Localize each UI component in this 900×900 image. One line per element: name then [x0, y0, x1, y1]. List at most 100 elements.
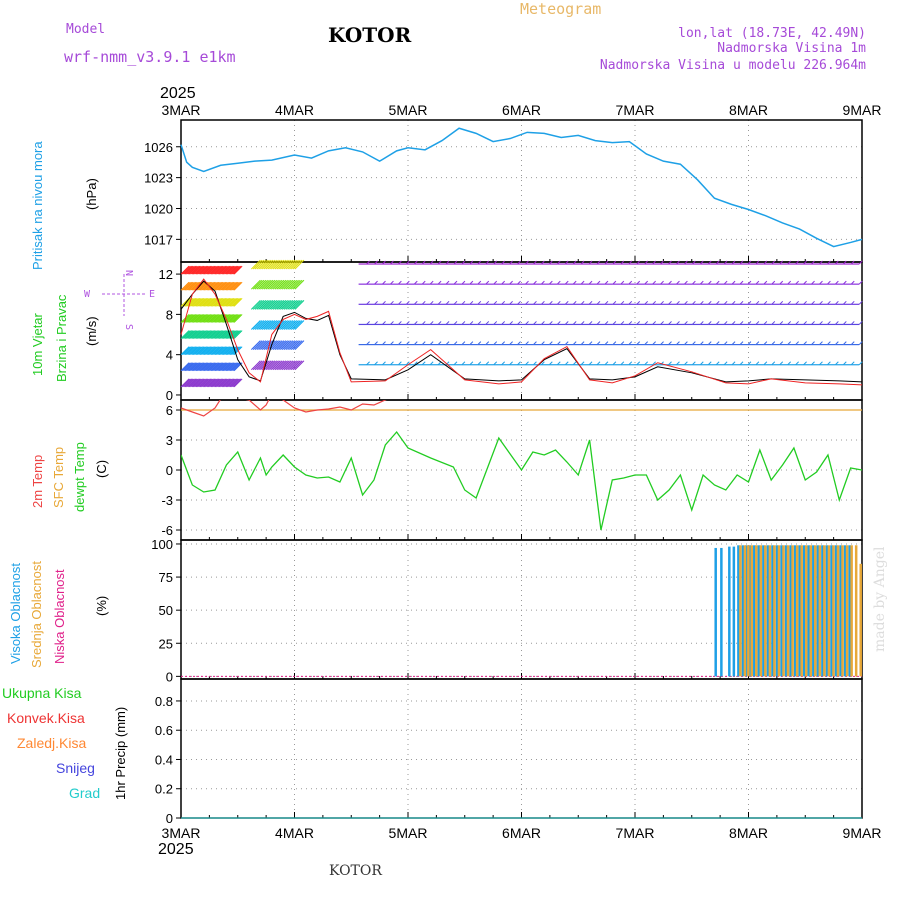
- wind-axis-label: 10m Vjetar: [30, 312, 45, 376]
- wind-barb: [209, 314, 218, 323]
- wind-barb: [289, 259, 299, 270]
- wind-barb: [274, 340, 285, 350]
- day-labels-top: 3MAR 4MAR 5MAR 6MAR 7MAR 8MAR 9MAR: [162, 102, 882, 118]
- wind-barb: [201, 362, 210, 372]
- mid-cloud-bar: [800, 545, 803, 677]
- wind-barb: [183, 330, 193, 339]
- wind-barb: [267, 360, 278, 371]
- mid-cloud-bar: [777, 545, 781, 677]
- wind-barb: [222, 378, 232, 388]
- wind-barb: [233, 281, 243, 291]
- wind-barb: [196, 297, 206, 307]
- wind-barb: [231, 314, 240, 323]
- pressure-line: [180, 127, 863, 248]
- wind-barb: [258, 320, 268, 330]
- y-tick-label: 0: [166, 669, 173, 684]
- mid-cloud-bar: [841, 545, 844, 677]
- precip-legend-item: Konvek.Kisa: [7, 710, 85, 726]
- wind-barb: [195, 362, 205, 372]
- wind-barb: [188, 362, 198, 372]
- wind-barb: [222, 330, 232, 339]
- day-label-top: 8MAR: [729, 102, 768, 118]
- wind-barb: [182, 346, 191, 356]
- wind-barb: [278, 259, 288, 270]
- wind-barb: [272, 259, 283, 270]
- high-cloud-bar: [775, 545, 779, 677]
- wind-barb: [254, 340, 265, 350]
- wind-barb: [180, 330, 190, 339]
- day-label-bottom: 8MAR: [729, 825, 768, 841]
- wind-barb: [203, 346, 213, 356]
- wind-barb: [283, 360, 294, 371]
- wind-barb: [205, 314, 214, 323]
- wind-barb: [203, 362, 213, 372]
- precip-legend-item: Grad: [69, 785, 100, 801]
- mid-cloud-bar: [750, 545, 753, 677]
- wind-barb: [290, 320, 301, 330]
- high-cloud-bar: [766, 545, 770, 677]
- wind-barb: [285, 279, 296, 290]
- wind-barb: [217, 362, 227, 372]
- wind-barb: [202, 362, 212, 372]
- mid-cloud-bar: [782, 545, 785, 677]
- wind-barb: [254, 320, 265, 330]
- day-label-top: 3MAR: [162, 102, 201, 118]
- wind-barb: [292, 299, 303, 310]
- wind-barb: [287, 279, 298, 290]
- wind-barb: [188, 281, 198, 291]
- mid-cloud-bar: [773, 545, 776, 677]
- wind-barb: [289, 360, 299, 371]
- wind-barb: [183, 378, 193, 388]
- wind-barb: [278, 360, 288, 371]
- wind-barb: [294, 299, 305, 310]
- wind-barb: [270, 340, 281, 350]
- wind-barb: [216, 362, 225, 372]
- year-top: 2025: [160, 85, 196, 102]
- wind-barb: [199, 265, 209, 275]
- wind-barb: [199, 330, 209, 339]
- wind-barb: [256, 299, 267, 310]
- wind-barb: [229, 378, 239, 388]
- high-cloud-bar: [771, 545, 774, 677]
- wind-barb: [195, 346, 205, 356]
- wind-panel: 12 8 4 0: [159, 259, 863, 403]
- wind-barb: [270, 360, 281, 371]
- wind-barb: [254, 259, 265, 270]
- wind-barb: [202, 281, 212, 291]
- wind-barb: [217, 297, 227, 307]
- wind-unit-label: (m/s): [84, 316, 99, 346]
- day-label-bottom: 4MAR: [275, 825, 314, 841]
- wind-barb: [194, 297, 203, 307]
- wind-barb: [283, 259, 294, 270]
- wind-barb: [252, 320, 263, 330]
- wind-barb: [280, 340, 290, 350]
- wind-barb: [289, 340, 299, 350]
- wind-barb: [195, 314, 205, 323]
- high-cloud-bar: [741, 545, 745, 677]
- wind-barb: [199, 297, 209, 307]
- wind-barb: [188, 314, 198, 323]
- wind-barb: [270, 299, 281, 310]
- wind-barb: [280, 279, 290, 290]
- wind-barb: [198, 281, 208, 291]
- wind-barb: [225, 281, 235, 291]
- wind-barb: [290, 299, 301, 310]
- wind-barb: [222, 362, 232, 372]
- wind-barb: [232, 297, 242, 307]
- wind-barb: [187, 330, 197, 339]
- wind-barb: [276, 259, 287, 270]
- wind-barb: [232, 281, 242, 291]
- precip-legend: Ukupna Kisa Konvek.Kisa Zaledj.Kisa Snijeg G…: [2, 685, 100, 801]
- y-tick-label: 1020: [144, 201, 173, 216]
- wind-barb: [263, 340, 274, 350]
- wind-barb: [213, 265, 223, 275]
- wind-barb: [260, 259, 270, 270]
- wind-barb: [191, 297, 201, 307]
- wind-barb: [287, 259, 298, 270]
- wind-barb: [192, 362, 202, 372]
- wind-barb: [287, 320, 298, 330]
- wind-barb: [254, 279, 265, 290]
- high-cloud-bar: [821, 545, 824, 677]
- wind-barb: [205, 378, 214, 388]
- day-label-bottom: 6MAR: [502, 825, 541, 841]
